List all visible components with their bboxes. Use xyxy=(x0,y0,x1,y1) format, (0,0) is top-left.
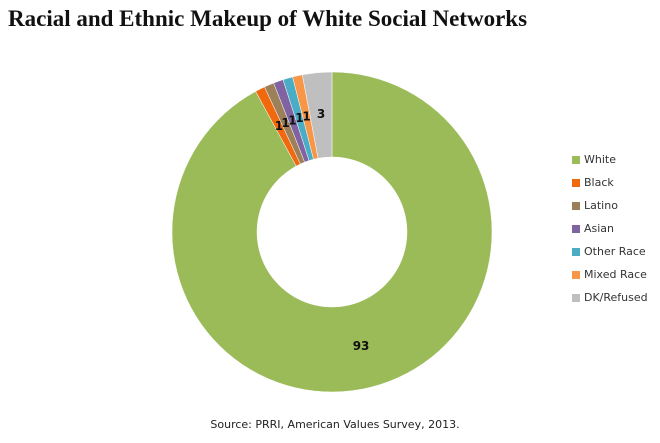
legend-label: Other Race xyxy=(584,245,646,258)
slice xyxy=(302,71,333,159)
legend-swatch xyxy=(572,202,580,210)
legend-label: Latino xyxy=(584,199,618,212)
legend-label: Asian xyxy=(584,222,614,235)
legend-swatch xyxy=(572,156,580,164)
data-label: 1 xyxy=(281,116,289,130)
data-label: 1 xyxy=(275,119,283,133)
legend-label: Black xyxy=(584,176,614,189)
data-label: 1 xyxy=(288,113,296,127)
legend-swatch xyxy=(572,225,580,233)
legend-label: DK/Refused xyxy=(584,291,648,304)
legend-swatch xyxy=(572,248,580,256)
legend-swatch xyxy=(572,294,580,302)
legend-label: Mixed Race xyxy=(584,268,647,281)
legend-swatch xyxy=(572,271,580,279)
data-label: 1 xyxy=(302,109,310,123)
data-label: 3 xyxy=(317,107,325,121)
legend-swatch xyxy=(572,179,580,187)
chart-title: Racial and Ethnic Makeup of White Social… xyxy=(8,6,527,31)
source-note: Source: PRRI, American Values Survey, 20… xyxy=(210,418,459,431)
data-label: 1 xyxy=(295,111,303,125)
legend-label: White xyxy=(584,153,616,166)
slice xyxy=(171,71,493,393)
data-label: 93 xyxy=(353,339,370,353)
